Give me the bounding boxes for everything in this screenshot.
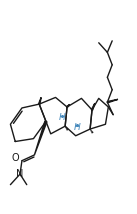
- Text: O: O: [11, 153, 19, 163]
- Polygon shape: [67, 104, 70, 107]
- Text: H: H: [73, 123, 80, 132]
- Polygon shape: [34, 121, 47, 155]
- Polygon shape: [39, 97, 41, 104]
- Polygon shape: [91, 103, 95, 110]
- Polygon shape: [107, 99, 118, 103]
- Text: H: H: [59, 113, 66, 122]
- Text: N: N: [16, 169, 24, 179]
